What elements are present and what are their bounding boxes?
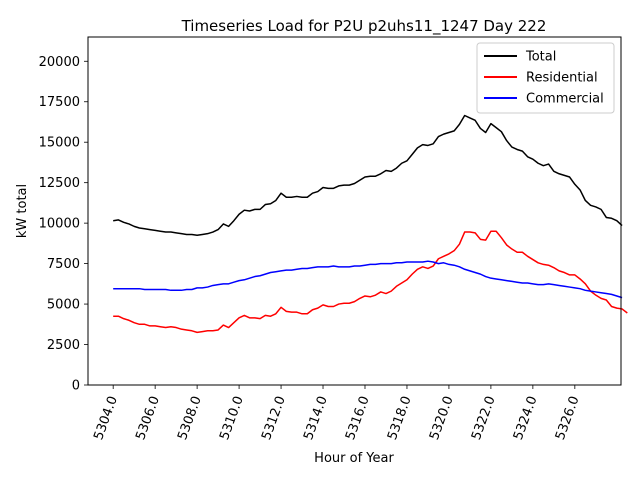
legend-label-total: Total [525, 50, 556, 65]
plot-lines [113, 114, 628, 334]
y-axis-label: kW total [15, 184, 30, 238]
plot-frame [87, 36, 622, 386]
x-tick-label: 5324.0 [511, 394, 541, 442]
chart-title: Timeseries Load for P2U p2uhs11_1247 Day… [181, 17, 547, 36]
x-tick-label: 5310.0 [217, 394, 247, 442]
y-tick-label: 17500 [39, 95, 80, 110]
y-tick-label: 10000 [39, 217, 80, 232]
x-tick-label: 5318.0 [385, 394, 415, 442]
y-tick-label: 12500 [39, 176, 80, 191]
x-tick-label: 5306.0 [133, 394, 163, 442]
legend-label-residential: Residential [526, 71, 598, 86]
legend: Total Residential Commercial [476, 42, 615, 114]
x-axis-label: Hour of Year [314, 451, 394, 466]
x-tick-label: 5308.0 [175, 394, 205, 442]
x-axis: 5304.0 5306.0 5308.0 5310.0 5312.0 5314.0 5316… [91, 385, 583, 442]
x-tick-label: 5314.0 [301, 394, 331, 442]
x-tick-label: 5316.0 [343, 394, 373, 442]
series-line-commercial [113, 260, 623, 299]
x-tick-label: 5320.0 [427, 394, 457, 442]
series-line-total [113, 114, 623, 237]
x-tick-label: 5322.0 [469, 394, 499, 442]
y-tick-label: 7500 [47, 257, 80, 272]
y-tick-label: 20000 [39, 55, 80, 70]
y-axis: 0 2500 5000 7500 10000 12500 15000 17500 20000 [39, 55, 88, 394]
x-tick-label: 5304.0 [91, 394, 121, 442]
series-line-residential [113, 230, 628, 334]
y-tick-label: 0 [72, 379, 80, 394]
y-tick-label: 2500 [47, 338, 80, 353]
y-tick-label: 5000 [47, 298, 80, 313]
x-tick-label: 5312.0 [259, 394, 289, 442]
legend-frame [476, 42, 615, 114]
x-tick-label: 5326.0 [553, 394, 583, 442]
y-tick-label: 15000 [39, 136, 80, 151]
legend-label-commercial: Commercial [526, 92, 604, 107]
